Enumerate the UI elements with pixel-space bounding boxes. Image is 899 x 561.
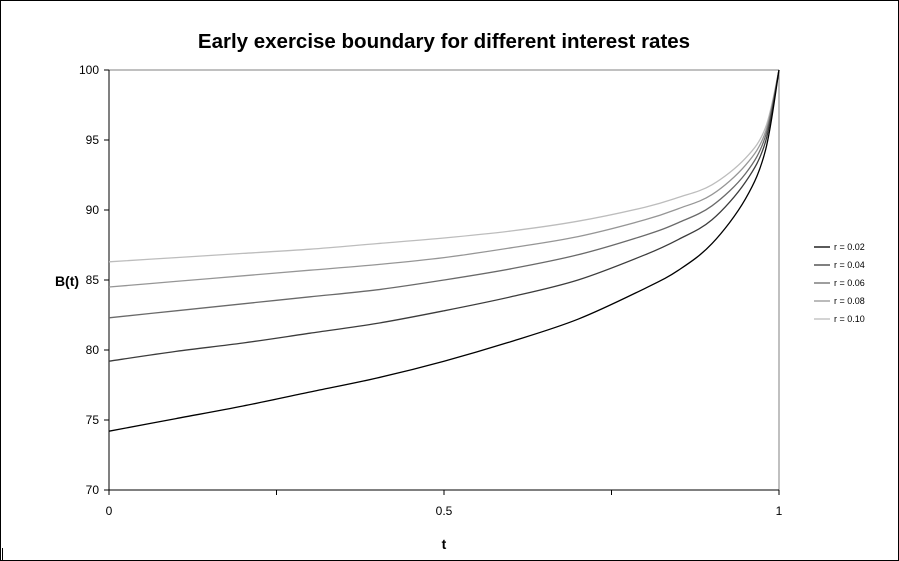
x-axis-title: t xyxy=(442,536,447,552)
frame-edge-mark xyxy=(2,548,3,561)
y-tick-label: 70 xyxy=(86,483,100,497)
series-line-2 xyxy=(108,69,780,362)
y-tick-label: 85 xyxy=(86,273,100,287)
y-tick-label: 95 xyxy=(86,133,100,147)
series-line-3 xyxy=(108,69,780,319)
axes: 70 75 80 85 90 95 100 0 0.5 1 xyxy=(79,63,783,518)
y-axis-title: B(t) xyxy=(55,273,79,289)
series-line-1 xyxy=(108,69,780,432)
chart-title: Early exercise boundary for different in… xyxy=(198,30,690,53)
x-tick-label: 0 xyxy=(106,504,113,518)
series-lines xyxy=(108,69,780,432)
legend-label: r = 0.02 xyxy=(834,242,865,252)
y-tick-label: 80 xyxy=(86,343,100,357)
series-line-5 xyxy=(108,69,780,263)
x-tick-label: 0.5 xyxy=(436,504,453,518)
y-tick-label: 90 xyxy=(86,203,100,217)
legend-label: r = 0.04 xyxy=(834,260,865,270)
series-line-4 xyxy=(108,69,780,288)
x-tick-label: 1 xyxy=(776,504,783,518)
legend: r = 0.02 r = 0.04 r = 0.06 r = 0.08 r = 0.10 xyxy=(814,242,865,324)
y-tick-label: 75 xyxy=(86,413,100,427)
legend-label: r = 0.10 xyxy=(834,314,865,324)
y-tick-label: 100 xyxy=(79,63,99,77)
legend-label: r = 0.06 xyxy=(834,278,865,288)
legend-label: r = 0.08 xyxy=(834,296,865,306)
